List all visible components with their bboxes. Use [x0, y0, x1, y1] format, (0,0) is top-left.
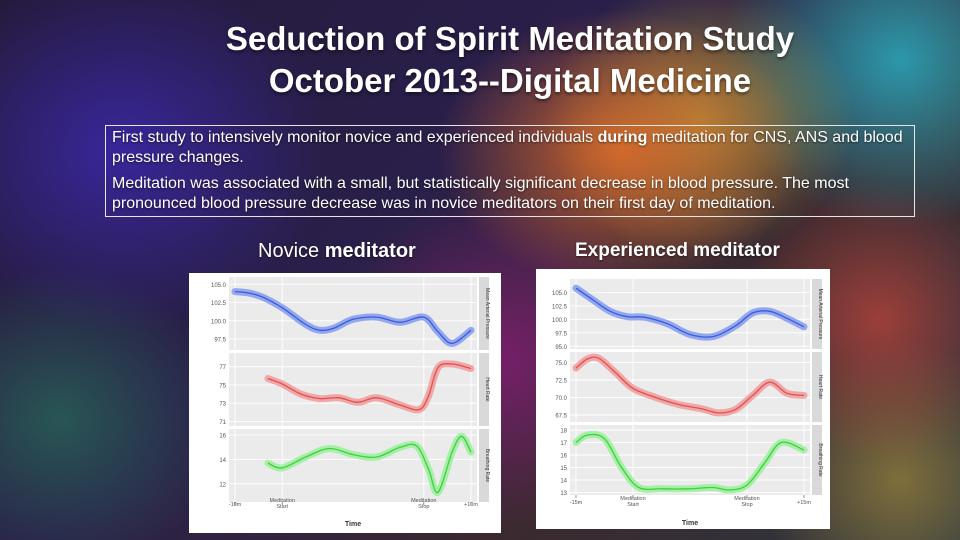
x-tick-label-line: Meditation [411, 498, 436, 504]
experienced-chart: 95.0 97.5 100.0 102.5 105.0 Mean Arterial Pre… [536, 269, 830, 529]
x-tick-label: -15m [570, 500, 583, 506]
y-tick-label: 102.5 [552, 304, 568, 310]
panel-map: 97.5 100.0 102.5 105.0 Mean Arterial Pressur… [211, 277, 490, 350]
facet-strip [812, 352, 822, 422]
facet-strip [812, 279, 822, 349]
facet-strip-label: Mean Arterial Pressure [817, 289, 823, 340]
y-tick-label: 100.0 [552, 318, 568, 324]
x-tick-label-line: Start [627, 502, 639, 508]
novice-chart-svg: 97.5 100.0 102.5 105.0 Mean Arterial Pressur… [211, 277, 490, 528]
y-tick-label: 15 [560, 466, 567, 472]
experienced-heading: Experienced meditator [575, 240, 780, 261]
summary-box: First study to intensively monitor novic… [105, 125, 915, 217]
x-tick-label-line: Meditation [734, 496, 759, 502]
summary-text-1-bold: during [597, 129, 648, 146]
facet-strip [479, 277, 489, 350]
title-line-1: Seduction of Spirit Meditation Study [225, 20, 795, 57]
br-series-line [267, 435, 472, 494]
panel-br: 12 14 16 Breathing Rate [219, 429, 490, 502]
x-tick-label: Meditation Stop [411, 498, 436, 510]
x-tick-label-line: Stop [741, 502, 752, 508]
map-series-line [575, 287, 805, 338]
facet-strip-label: Heart Rate [484, 377, 490, 401]
y-tick-label: 72.5 [555, 379, 567, 385]
facet-strip-label: Heart Rate [817, 375, 823, 399]
novice-heading: Novice meditator [258, 240, 416, 263]
panel-map: 95.0 97.5 100.0 102.5 105.0 Mean Arterial Pre… [552, 279, 823, 351]
experienced-chart-svg: 95.0 97.5 100.0 102.5 105.0 Mean Arterial Pre… [552, 279, 823, 527]
y-tick-label: 16 [560, 454, 567, 460]
title-line-2: October 2013--Digital Medicine [268, 62, 752, 99]
y-tick-label: 73 [219, 402, 226, 408]
br-series-line [575, 433, 805, 491]
y-tick-label: 14 [219, 458, 226, 464]
y-tick-label: 18 [560, 429, 567, 435]
novice-heading-bold: meditator [324, 240, 416, 262]
x-tick-label: -10m [229, 502, 242, 508]
x-tick-label-line: Stop [418, 504, 429, 510]
x-tick-label-line: +15m [797, 500, 811, 506]
y-tick-label: 100.0 [211, 319, 227, 325]
y-tick-label: 70.0 [555, 396, 567, 402]
x-tick-label: Meditation Start [620, 496, 645, 508]
facet-strip [812, 425, 822, 495]
y-tick-label: 71 [219, 420, 226, 426]
summary-text-1b: meditation for CNS, ANS and blood pressu… [112, 129, 903, 166]
x-axis-label: Time [345, 521, 361, 528]
summary-text-1a: First study to intensively monitor novic… [112, 129, 598, 146]
y-tick-label: 67.5 [555, 414, 567, 420]
panel-hr: 67.5 70.0 72.5 75.0 Heart Rate [555, 352, 823, 422]
y-tick-label: 14 [560, 479, 567, 485]
hr-series-line [267, 363, 472, 411]
x-tick-label-line: Start [276, 504, 288, 510]
facet-strip-label: Breathing Rate [817, 443, 823, 477]
x-axis-label: Time [682, 520, 698, 527]
y-tick-label: 97.5 [555, 331, 567, 337]
x-tick-label: Meditation Start [270, 498, 295, 510]
y-tick-label: 77 [219, 365, 226, 371]
panel-br: 13 14 15 16 17 18 Breathing Rate [560, 425, 823, 497]
novice-chart: 97.5 100.0 102.5 105.0 Mean Arterial Pressur… [189, 273, 501, 533]
y-tick-label: 17 [560, 441, 567, 447]
y-tick-label: 95.0 [555, 345, 567, 351]
y-tick-label: 75.0 [555, 361, 567, 367]
x-tick-label-line: -15m [570, 500, 583, 506]
facet-strip [479, 353, 489, 426]
facet-strip-label: Breathing Rate [484, 449, 490, 483]
map-series-line [234, 290, 472, 345]
panel-hr: 71 73 75 77 Heart Rate [219, 353, 490, 426]
y-tick-label: 75 [219, 383, 226, 389]
y-tick-label: 12 [219, 482, 226, 488]
y-tick-label: 13 [560, 491, 567, 497]
y-tick-label: 105.0 [211, 283, 227, 289]
x-tick-label-line: Meditation [620, 496, 645, 502]
summary-paragraph-1: First study to intensively monitor novic… [112, 128, 908, 168]
facet-strip-label: Mean Arterial Pressure [484, 288, 490, 339]
y-tick-label: 97.5 [214, 338, 226, 344]
x-tick-label: +15m [797, 500, 811, 506]
panel-background [229, 277, 477, 350]
facet-strip [479, 429, 489, 502]
y-tick-label: 102.5 [211, 301, 227, 307]
x-tick-label-line: +10m [464, 502, 478, 508]
summary-paragraph-2: Meditation was associated with a small, … [112, 175, 849, 212]
novice-heading-plain: Novice [258, 240, 325, 262]
slide-title: Seduction of Spirit Meditation Study Oct… [100, 18, 920, 102]
x-tick-label-line: Meditation [270, 498, 295, 504]
x-tick-label: +10m [464, 502, 478, 508]
y-tick-label: 105.0 [552, 291, 568, 297]
x-tick-label: Meditation Stop [734, 496, 759, 508]
x-tick-label-line: -10m [229, 502, 242, 508]
y-tick-label: 16 [219, 434, 226, 440]
hr-series-line [575, 356, 805, 414]
